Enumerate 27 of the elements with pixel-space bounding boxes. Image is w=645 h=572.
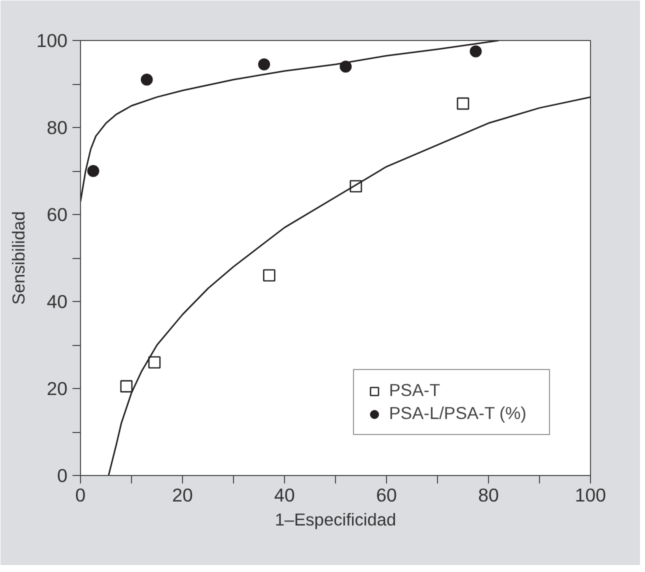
point <box>87 165 100 177</box>
x-tick-label: 80 <box>478 484 499 506</box>
x-tick-label: 60 <box>376 484 397 506</box>
legend-label: PSA-L/PSA-T (%) <box>389 403 528 424</box>
y-axis-title: Sensibilidad <box>8 211 28 305</box>
point <box>263 269 276 282</box>
legend-label: PSA-T <box>389 380 442 401</box>
point <box>120 380 133 392</box>
point <box>140 74 153 86</box>
y-tick-label: 100 <box>36 30 68 51</box>
x-tick-label: 0 <box>75 484 86 506</box>
point <box>350 180 362 192</box>
y-tick-label: 80 <box>46 117 68 138</box>
y-tick-label: 60 <box>46 204 68 225</box>
y-tick-label: 0 <box>57 465 68 486</box>
line-series <box>108 96 590 476</box>
point <box>456 97 470 110</box>
y-tick-label: 40 <box>46 291 68 312</box>
y-tick-label: 20 <box>46 378 68 399</box>
point <box>470 45 482 58</box>
x-axis-title: 1–Especificidad <box>274 510 396 530</box>
x-tick-label: 40 <box>274 484 295 506</box>
point <box>148 356 161 369</box>
x-tick-label: 20 <box>172 484 193 506</box>
line-series <box>80 40 500 202</box>
x-tick-label: 100 <box>574 484 606 506</box>
point <box>258 58 270 70</box>
